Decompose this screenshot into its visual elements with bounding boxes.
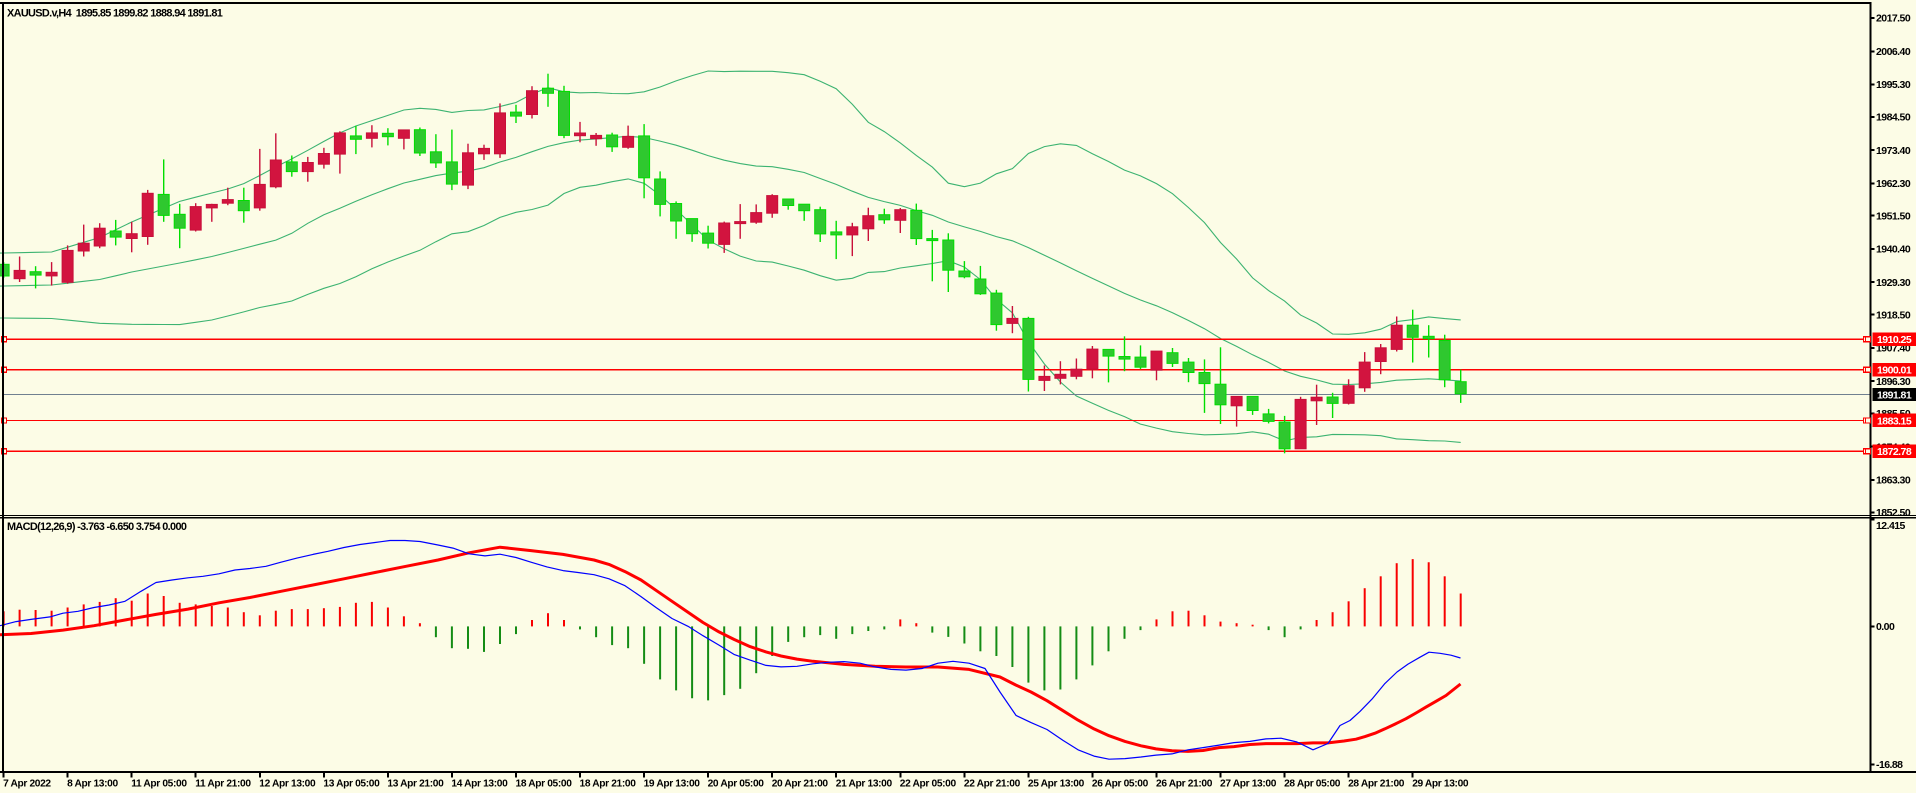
svg-text:1984.50: 1984.50 — [1876, 112, 1911, 124]
svg-text:19 Apr 13:00: 19 Apr 13:00 — [644, 779, 701, 790]
svg-text:MACD(12,26,9) -3.763 -6.650 3.: MACD(12,26,9) -3.763 -6.650 3.754 0.000 — [7, 521, 187, 533]
svg-text:12 Apr 13:00: 12 Apr 13:00 — [259, 779, 316, 790]
svg-text:14 Apr 13:00: 14 Apr 13:00 — [451, 779, 508, 790]
svg-text:2006.40: 2006.40 — [1876, 46, 1911, 58]
svg-text:28 Apr 21:00: 28 Apr 21:00 — [1348, 779, 1405, 790]
svg-text:13 Apr 05:00: 13 Apr 05:00 — [323, 779, 380, 790]
svg-text:1883.15: 1883.15 — [1877, 415, 1912, 427]
svg-text:1929.30: 1929.30 — [1876, 277, 1911, 289]
svg-text:1872.78: 1872.78 — [1877, 446, 1912, 458]
svg-text:28 Apr 05:00: 28 Apr 05:00 — [1284, 779, 1341, 790]
svg-text:0.00: 0.00 — [1876, 621, 1895, 633]
svg-text:1896.30: 1896.30 — [1876, 376, 1911, 388]
svg-text:13 Apr 21:00: 13 Apr 21:00 — [387, 779, 444, 790]
svg-text:1995.30: 1995.30 — [1876, 79, 1911, 91]
svg-text:-16.88: -16.88 — [1876, 759, 1903, 771]
svg-text:1910.25: 1910.25 — [1877, 334, 1912, 346]
svg-text:11 Apr 05:00: 11 Apr 05:00 — [131, 779, 187, 790]
svg-text:26 Apr 05:00: 26 Apr 05:00 — [1092, 779, 1149, 790]
svg-text:2017.50: 2017.50 — [1876, 13, 1911, 25]
svg-text:1863.30: 1863.30 — [1876, 475, 1911, 487]
svg-text:1891.81: 1891.81 — [1877, 389, 1912, 401]
svg-text:1962.30: 1962.30 — [1876, 178, 1911, 190]
svg-text:25 Apr 13:00: 25 Apr 13:00 — [1028, 779, 1085, 790]
svg-text:1852.50: 1852.50 — [1876, 507, 1911, 519]
svg-text:1918.50: 1918.50 — [1876, 309, 1911, 321]
svg-text:22 Apr 21:00: 22 Apr 21:00 — [964, 779, 1021, 790]
svg-text:20 Apr 21:00: 20 Apr 21:00 — [772, 779, 829, 790]
svg-text:26 Apr 21:00: 26 Apr 21:00 — [1156, 779, 1213, 790]
svg-text:11 Apr 21:00: 11 Apr 21:00 — [195, 779, 251, 790]
svg-text:21 Apr 13:00: 21 Apr 13:00 — [836, 779, 893, 790]
svg-text:27 Apr 13:00: 27 Apr 13:00 — [1220, 779, 1277, 790]
svg-text:18 Apr 05:00: 18 Apr 05:00 — [516, 779, 573, 790]
svg-text:XAUUSD.v,H4 1895.85 1899.82 1: XAUUSD.v,H4 1895.85 1899.82 1888.94 1891… — [7, 7, 223, 19]
svg-text:29 Apr 13:00: 29 Apr 13:00 — [1412, 779, 1469, 790]
svg-text:12.415: 12.415 — [1876, 520, 1906, 532]
svg-text:22 Apr 05:00: 22 Apr 05:00 — [900, 779, 957, 790]
svg-text:20 Apr 05:00: 20 Apr 05:00 — [708, 779, 765, 790]
svg-text:1900.01: 1900.01 — [1877, 365, 1912, 377]
svg-text:1940.40: 1940.40 — [1876, 244, 1911, 256]
svg-text:8 Apr 13:00: 8 Apr 13:00 — [67, 779, 118, 790]
svg-text:1973.40: 1973.40 — [1876, 145, 1911, 157]
svg-text:7 Apr 2022: 7 Apr 2022 — [3, 779, 51, 790]
svg-text:18 Apr 21:00: 18 Apr 21:00 — [580, 779, 637, 790]
svg-text:1951.50: 1951.50 — [1876, 210, 1911, 222]
